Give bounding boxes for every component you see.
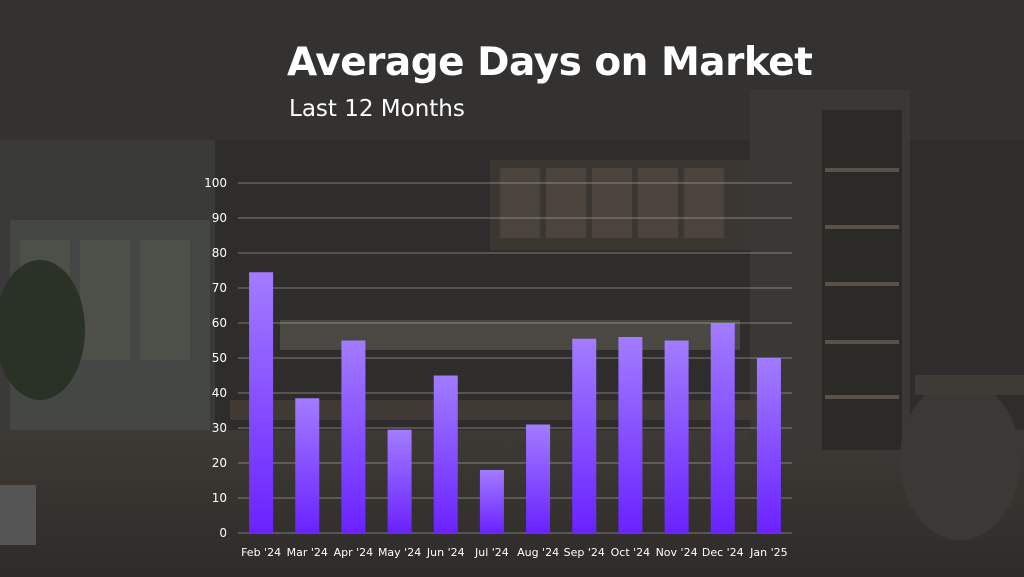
bar-jan-25: [756, 358, 781, 533]
y-tick-label: 30: [212, 421, 227, 435]
bar-mar-24: [295, 398, 320, 533]
x-tick-label: Oct '24: [611, 546, 651, 559]
x-tick-label: Jan '25: [749, 546, 787, 559]
x-tick-label: Dec '24: [702, 546, 744, 559]
chart-title: Average Days on Market: [287, 40, 813, 85]
y-tick-label: 0: [219, 526, 227, 540]
chart-subtitle: Last 12 Months: [289, 96, 465, 122]
x-tick-label: Nov '24: [656, 546, 698, 559]
bar-dec-24: [710, 323, 735, 533]
x-tick-label: Aug '24: [517, 546, 559, 559]
x-tick-label: Feb '24: [241, 546, 281, 559]
y-tick-label: 40: [212, 386, 227, 400]
bar-feb-24: [249, 272, 274, 533]
y-tick-label: 80: [212, 246, 227, 260]
y-tick-label: 50: [212, 351, 227, 365]
x-tick-label: Mar '24: [287, 546, 328, 559]
bar-may-24: [387, 429, 412, 533]
bar-jul-24: [479, 470, 504, 533]
bar-oct-24: [618, 337, 643, 533]
bar-aug-24: [526, 424, 551, 533]
y-tick-label: 20: [212, 456, 227, 470]
y-tick-label: 10: [212, 491, 227, 505]
x-tick-label: Sep '24: [564, 546, 605, 559]
bar-apr-24: [341, 340, 366, 533]
y-tick-label: 100: [204, 176, 227, 190]
x-tick-label: Jul '24: [474, 546, 509, 559]
bar-jun-24: [433, 375, 458, 533]
y-tick-label: 70: [212, 281, 227, 295]
bar-nov-24: [664, 340, 689, 533]
x-tick-label: Apr '24: [334, 546, 374, 559]
bar-sep-24: [572, 338, 597, 533]
y-tick-label: 90: [212, 211, 227, 225]
x-tick-label: May '24: [378, 546, 421, 559]
y-tick-label: 60: [212, 316, 227, 330]
x-tick-label: Jun '24: [426, 546, 465, 559]
